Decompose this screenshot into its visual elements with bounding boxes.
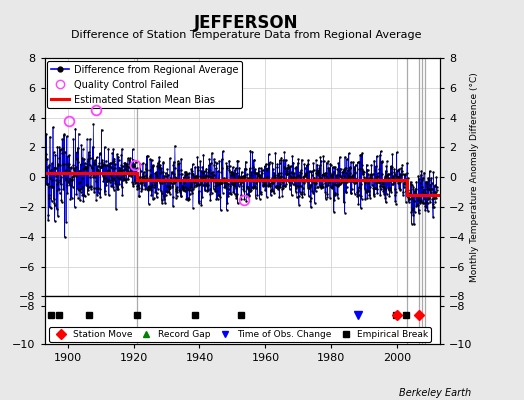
Legend: Difference from Regional Average, Quality Control Failed, Estimated Station Mean: Difference from Regional Average, Qualit…	[48, 61, 242, 108]
Legend: Station Move, Record Gap, Time of Obs. Change, Empirical Break: Station Move, Record Gap, Time of Obs. C…	[49, 328, 431, 342]
Text: Difference of Station Temperature Data from Regional Average: Difference of Station Temperature Data f…	[71, 30, 421, 40]
Y-axis label: Monthly Temperature Anomaly Difference (°C): Monthly Temperature Anomaly Difference (…	[470, 72, 479, 282]
Text: Berkeley Earth: Berkeley Earth	[399, 388, 472, 398]
Text: JEFFERSON: JEFFERSON	[194, 14, 299, 32]
